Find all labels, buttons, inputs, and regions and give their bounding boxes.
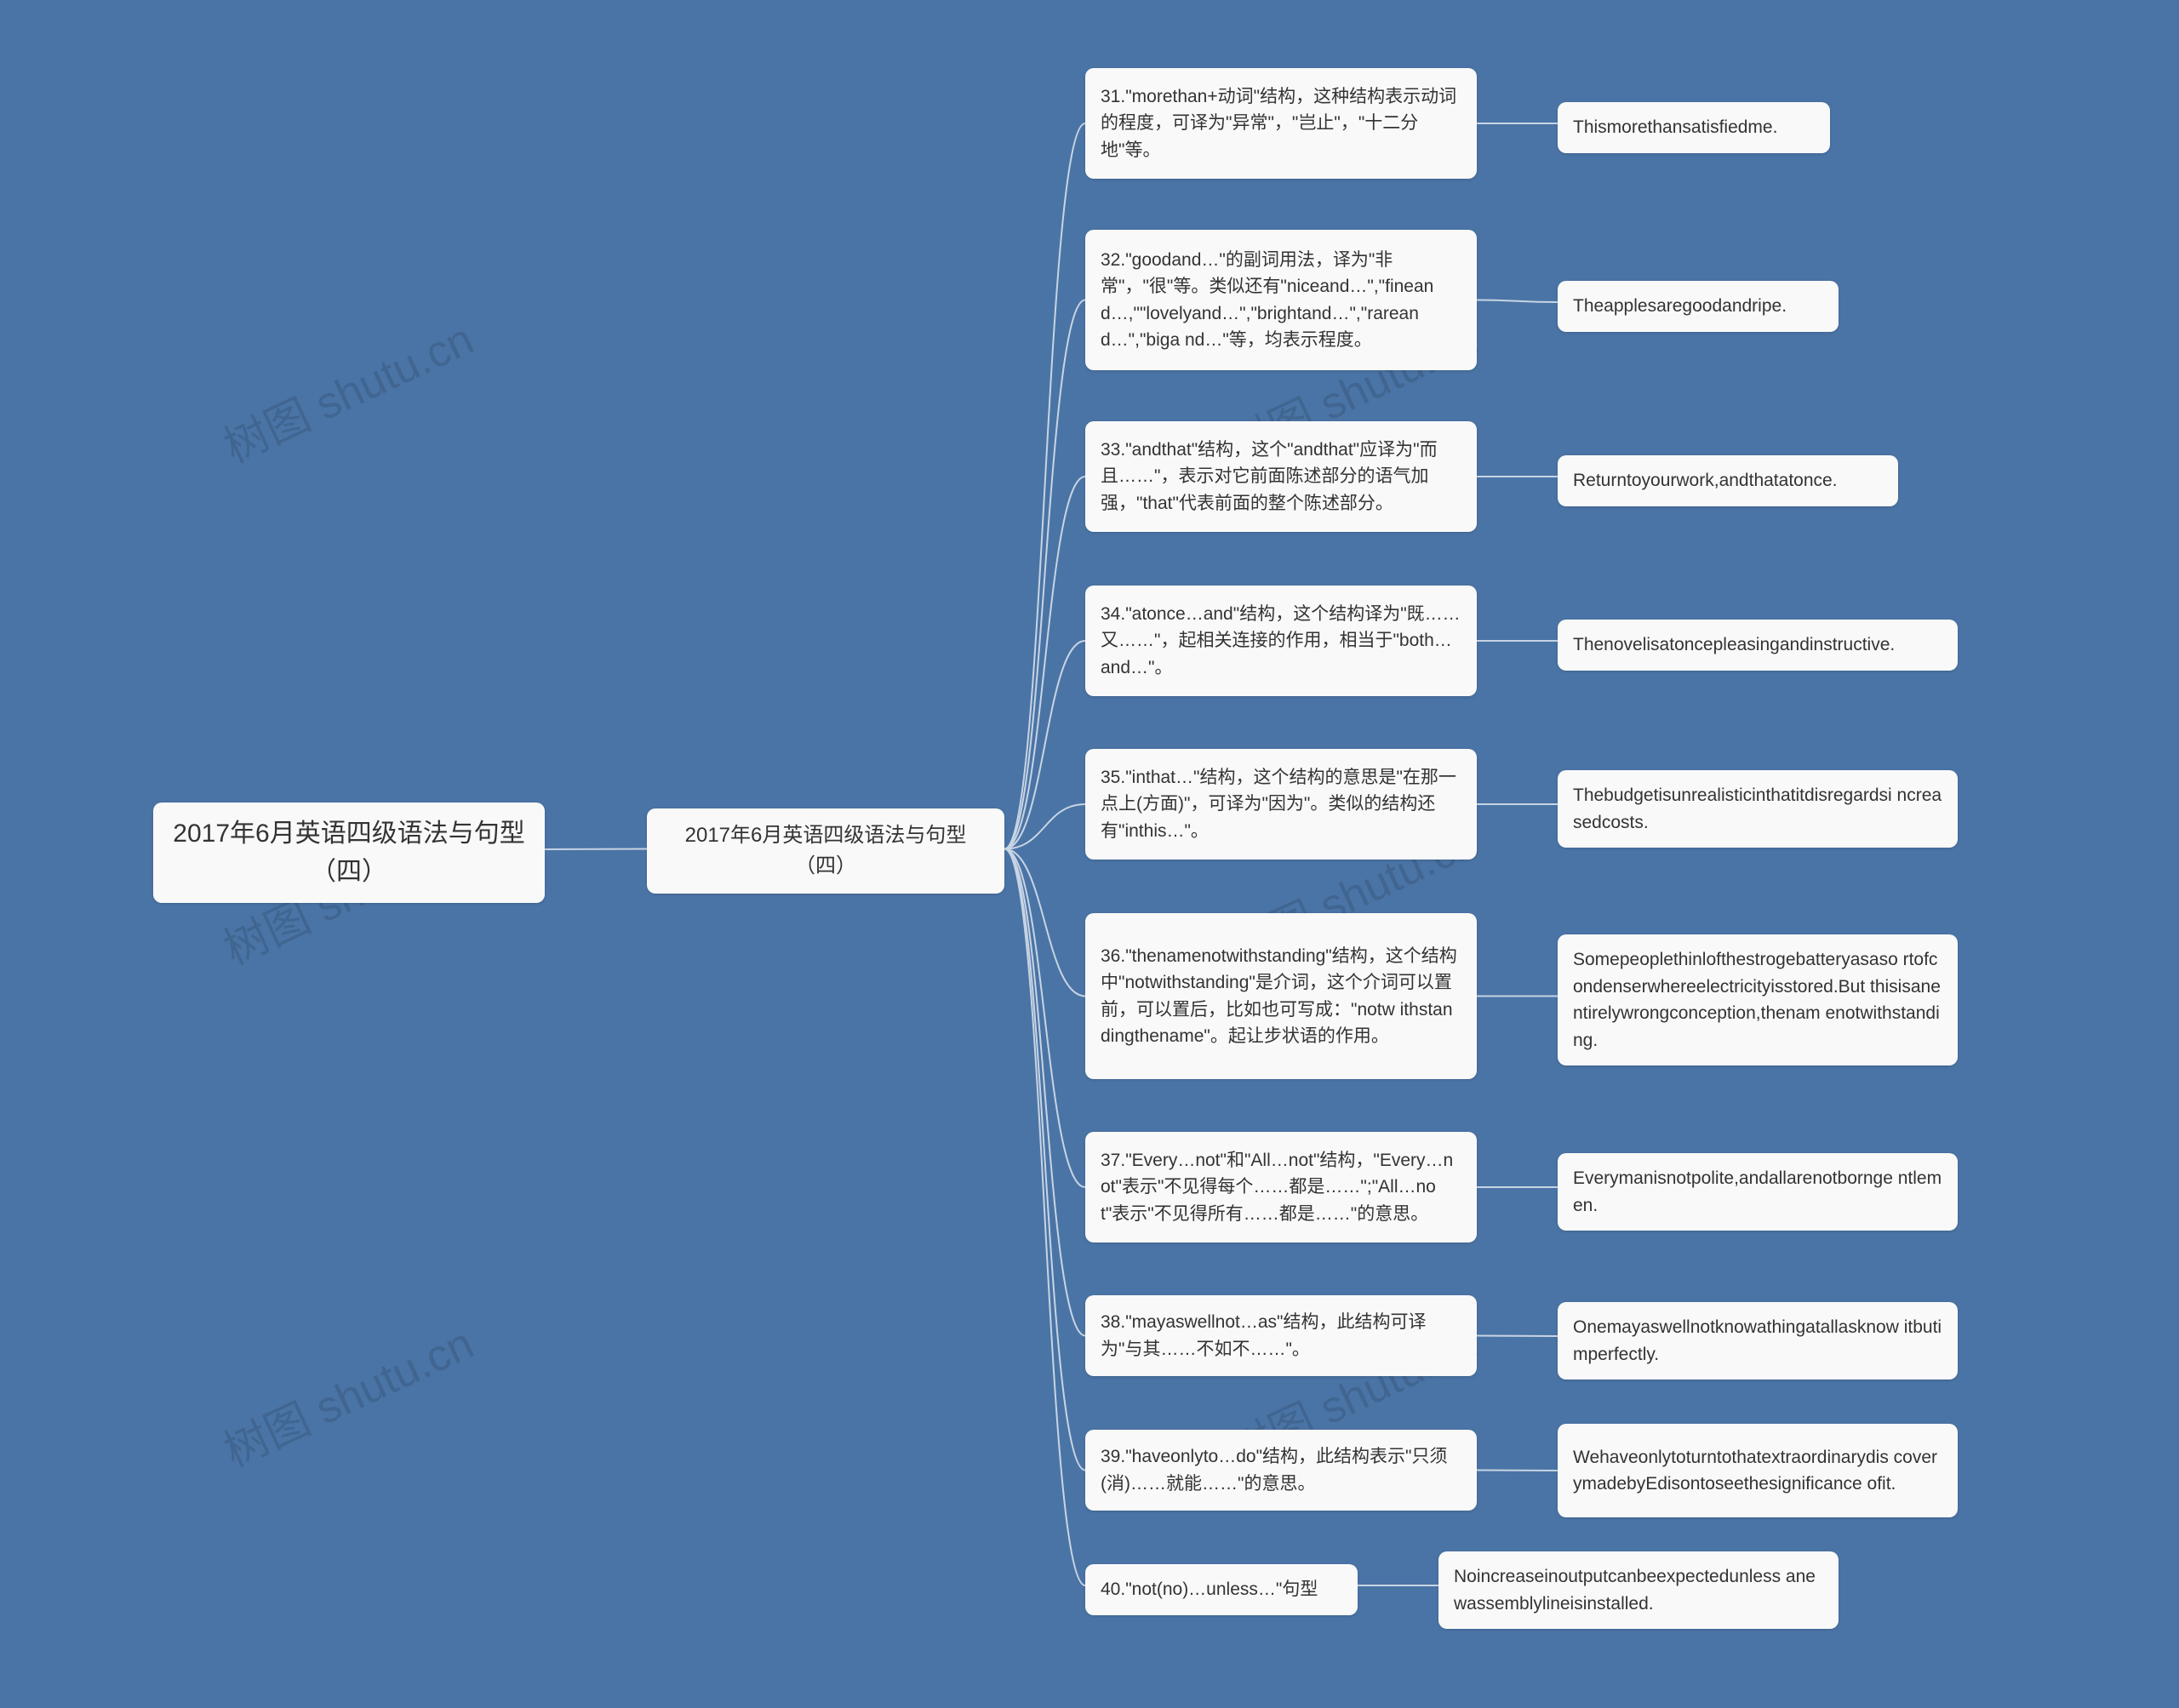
connector [1004, 300, 1085, 849]
level3-node-5-label: Thebudgetisunrealisticinthatitdisregards… [1573, 782, 1942, 836]
level2-node-4-label: 34."atonce…and"结构，这个结构译为"既……又……"，起相关连接的作… [1101, 601, 1461, 682]
level2-node-1-label: 31."morethan+动词"结构，这种结构表示动词的程度，可译为"异常"，"… [1101, 83, 1461, 164]
level2-node-3: 33."andthat"结构，这个"andthat"应译为"而且……"，表示对它… [1085, 421, 1477, 532]
level3-node-8: Onemayaswellnotknowathingatallasknow itb… [1558, 1302, 1958, 1380]
level3-node-7: Everymanisnotpolite,andallarenotbornge n… [1558, 1153, 1958, 1231]
level3-node-10-label: Noincreaseinoutputcanbeexpectedunless an… [1454, 1563, 1823, 1617]
level3-node-9: Wehaveonlytoturntothatextraordinarydis c… [1558, 1424, 1958, 1517]
level3-node-3-label: Returntoyourwork,andthatatonce. [1573, 467, 1838, 494]
level2-node-4: 34."atonce…and"结构，这个结构译为"既……又……"，起相关连接的作… [1085, 586, 1477, 696]
level3-node-3: Returntoyourwork,andthatatonce. [1558, 455, 1898, 506]
level2-node-10: 40."not(no)…unless…"句型 [1085, 1564, 1358, 1615]
root-node: 2017年6月英语四级语法与句型（四） [153, 803, 545, 903]
level3-node-2: Theapplesaregoodandripe. [1558, 281, 1839, 332]
connector [1004, 477, 1085, 849]
level2-node-7: 37."Every…not"和"All…not"结构，"Every…not"表示… [1085, 1132, 1477, 1242]
connector [1004, 849, 1085, 1471]
level2-node-9-label: 39."haveonlyto…do"结构，此结构表示"只须(消)……就能……"的… [1101, 1443, 1461, 1497]
connector [1477, 1336, 1558, 1337]
level2-node-10-label: 40."not(no)…unless…"句型 [1101, 1576, 1318, 1603]
level2-node-8: 38."mayaswellnot…as"结构，此结构可译为"与其……不如不……"… [1085, 1295, 1477, 1376]
level3-node-9-label: Wehaveonlytoturntothatextraordinarydis c… [1573, 1444, 1942, 1498]
level2-node-6: 36."thenamenotwithstanding"结构，这个结构中"notw… [1085, 913, 1477, 1079]
level2-node-7-label: 37."Every…not"和"All…not"结构，"Every…not"表示… [1101, 1147, 1461, 1228]
connector [545, 849, 647, 850]
level3-node-7-label: Everymanisnotpolite,andallarenotbornge n… [1573, 1165, 1942, 1219]
level2-node-9: 39."haveonlyto…do"结构，此结构表示"只须(消)……就能……"的… [1085, 1430, 1477, 1511]
level3-node-6: Somepeoplethinlofthestrogebatteryasaso r… [1558, 934, 1958, 1065]
level3-node-8-label: Onemayaswellnotknowathingatallasknow itb… [1573, 1314, 1942, 1368]
connector [1004, 641, 1085, 849]
level1-node: 2017年6月英语四级语法与句型（四） [647, 808, 1004, 894]
level3-node-10: Noincreaseinoutputcanbeexpectedunless an… [1438, 1551, 1839, 1629]
level2-node-3-label: 33."andthat"结构，这个"andthat"应译为"而且……"，表示对它… [1101, 437, 1461, 517]
connector [1477, 300, 1558, 303]
level2-node-2-label: 32."goodand…"的副词用法，译为"非常"，"很"等。类似还有"nice… [1101, 247, 1461, 354]
level3-node-1-label: Thismorethansatisfiedme. [1573, 114, 1777, 141]
level2-node-2: 32."goodand…"的副词用法，译为"非常"，"很"等。类似还有"nice… [1085, 230, 1477, 370]
level3-node-5: Thebudgetisunrealisticinthatitdisregards… [1558, 770, 1958, 848]
level2-node-8-label: 38."mayaswellnot…as"结构，此结构可译为"与其……不如不……"… [1101, 1309, 1461, 1362]
level3-node-4-label: Thenovelisatoncepleasingandinstructive. [1573, 631, 1895, 659]
level3-node-2-label: Theapplesaregoodandripe. [1573, 293, 1787, 320]
connector [1004, 849, 1085, 1188]
level3-node-6-label: Somepeoplethinlofthestrogebatteryasaso r… [1573, 946, 1942, 1054]
root-node-label: 2017年6月英语四级语法与句型（四） [169, 814, 529, 891]
level2-node-6-label: 36."thenamenotwithstanding"结构，这个结构中"notw… [1101, 943, 1461, 1050]
connector [1004, 849, 1085, 1586]
level2-node-1: 31."morethan+动词"结构，这种结构表示动词的程度，可译为"异常"，"… [1085, 68, 1477, 179]
level1-node-label: 2017年6月英语四级语法与句型（四） [662, 820, 989, 882]
level2-node-5-label: 35."inthat…"结构，这个结构的意思是"在那一点上(方面)"，可译为"因… [1101, 764, 1461, 845]
level3-node-1: Thismorethansatisfiedme. [1558, 102, 1830, 153]
level2-node-5: 35."inthat…"结构，这个结构的意思是"在那一点上(方面)"，可译为"因… [1085, 749, 1477, 860]
level3-node-4: Thenovelisatoncepleasingandinstructive. [1558, 620, 1958, 671]
connector [1004, 123, 1085, 849]
